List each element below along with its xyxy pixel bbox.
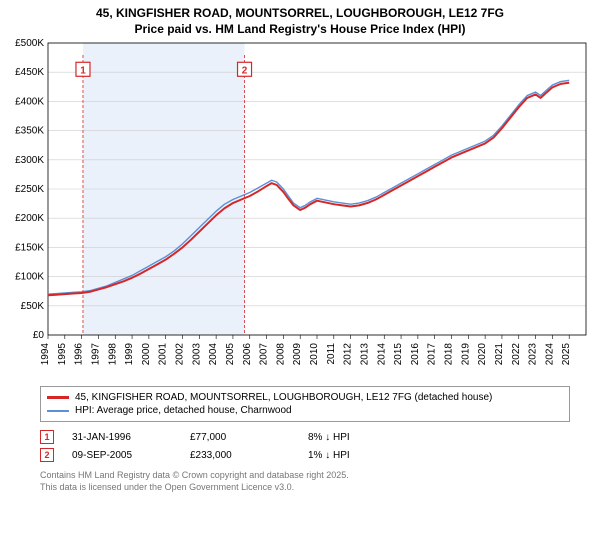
marker-delta-1: 8% ↓ HPI <box>308 432 408 443</box>
legend: 45, KINGFISHER ROAD, MOUNTSORREL, LOUGHB… <box>40 386 570 422</box>
marker-row: 2 09-SEP-2005 £233,000 1% ↓ HPI <box>40 446 570 464</box>
marker-delta-2: 1% ↓ HPI <box>308 450 408 461</box>
svg-text:2025: 2025 <box>561 343 572 366</box>
chart-area: £0 £50K £100K £150K £200K £250K £300K £350K £400… <box>0 37 600 382</box>
legend-text-2: HPI: Average price, detached house, Char… <box>75 405 292 416</box>
svg-text:1996: 1996 <box>74 343 85 366</box>
svg-text:2005: 2005 <box>225 343 236 366</box>
marker-date-1: 31-JAN-1996 <box>72 432 172 443</box>
marker-price-2: £233,000 <box>190 450 290 461</box>
svg-text:£400K: £400K <box>15 97 44 108</box>
svg-text:2000: 2000 <box>141 343 152 366</box>
svg-text:2015: 2015 <box>393 343 404 366</box>
price-chart: £0 £50K £100K £150K £200K £250K £300K £350K £400… <box>0 37 600 377</box>
svg-text:£450K: £450K <box>15 67 44 78</box>
svg-text:2013: 2013 <box>359 343 370 366</box>
footer-line2: This data is licensed under the Open Gov… <box>40 482 570 494</box>
svg-text:1994: 1994 <box>40 343 51 366</box>
legend-item: 45, KINGFISHER ROAD, MOUNTSORREL, LOUGHB… <box>47 391 563 404</box>
title-line2: Price paid vs. HM Land Registry's House … <box>0 22 600 38</box>
svg-text:£300K: £300K <box>15 155 44 166</box>
svg-text:2004: 2004 <box>208 343 219 366</box>
svg-text:2009: 2009 <box>292 343 303 366</box>
title-line1: 45, KINGFISHER ROAD, MOUNTSORREL, LOUGHB… <box>0 6 600 22</box>
svg-text:2: 2 <box>242 65 248 76</box>
svg-text:2007: 2007 <box>259 343 270 366</box>
marker-row: 1 31-JAN-1996 £77,000 8% ↓ HPI <box>40 428 570 446</box>
svg-text:2011: 2011 <box>326 343 337 365</box>
svg-text:£350K: £350K <box>15 126 44 137</box>
svg-text:£250K: £250K <box>15 184 44 195</box>
svg-text:2008: 2008 <box>275 343 286 366</box>
svg-text:1: 1 <box>80 65 86 76</box>
svg-text:2018: 2018 <box>444 343 455 366</box>
svg-text:2020: 2020 <box>477 343 488 366</box>
svg-text:2019: 2019 <box>460 343 471 366</box>
svg-text:2014: 2014 <box>376 343 387 366</box>
legend-text-1: 45, KINGFISHER ROAD, MOUNTSORREL, LOUGHB… <box>75 392 492 403</box>
svg-text:2021: 2021 <box>494 343 505 366</box>
marker-box-2: 2 <box>40 448 54 462</box>
svg-text:2024: 2024 <box>544 343 555 366</box>
svg-text:£100K: £100K <box>15 272 44 283</box>
legend-swatch-1 <box>47 396 69 399</box>
footer: Contains HM Land Registry data © Crown c… <box>40 470 570 493</box>
svg-text:£500K: £500K <box>15 38 44 49</box>
svg-text:1998: 1998 <box>107 343 118 366</box>
svg-text:2006: 2006 <box>242 343 253 366</box>
footer-line1: Contains HM Land Registry data © Crown c… <box>40 470 570 482</box>
svg-text:2012: 2012 <box>343 343 354 366</box>
svg-text:2023: 2023 <box>528 343 539 366</box>
svg-text:2001: 2001 <box>158 343 169 366</box>
svg-text:£50K: £50K <box>21 301 45 312</box>
legend-item: HPI: Average price, detached house, Char… <box>47 404 563 417</box>
svg-text:2003: 2003 <box>191 343 202 366</box>
marker-date-2: 09-SEP-2005 <box>72 450 172 461</box>
svg-text:1997: 1997 <box>90 343 101 366</box>
svg-text:2016: 2016 <box>410 343 421 366</box>
svg-text:1995: 1995 <box>57 343 68 366</box>
svg-text:1999: 1999 <box>124 343 135 366</box>
svg-text:£150K: £150K <box>15 243 44 254</box>
svg-text:2017: 2017 <box>427 343 438 366</box>
chart-title: 45, KINGFISHER ROAD, MOUNTSORREL, LOUGHB… <box>0 0 600 37</box>
legend-swatch-2 <box>47 410 69 412</box>
svg-text:2022: 2022 <box>511 343 522 366</box>
svg-text:£200K: £200K <box>15 213 44 224</box>
svg-text:2010: 2010 <box>309 343 320 366</box>
marker-box-1: 1 <box>40 430 54 444</box>
marker-price-1: £77,000 <box>190 432 290 443</box>
svg-text:£0: £0 <box>33 330 45 341</box>
svg-text:2002: 2002 <box>175 343 186 366</box>
marker-table: 1 31-JAN-1996 £77,000 8% ↓ HPI 2 09-SEP-… <box>40 428 570 464</box>
